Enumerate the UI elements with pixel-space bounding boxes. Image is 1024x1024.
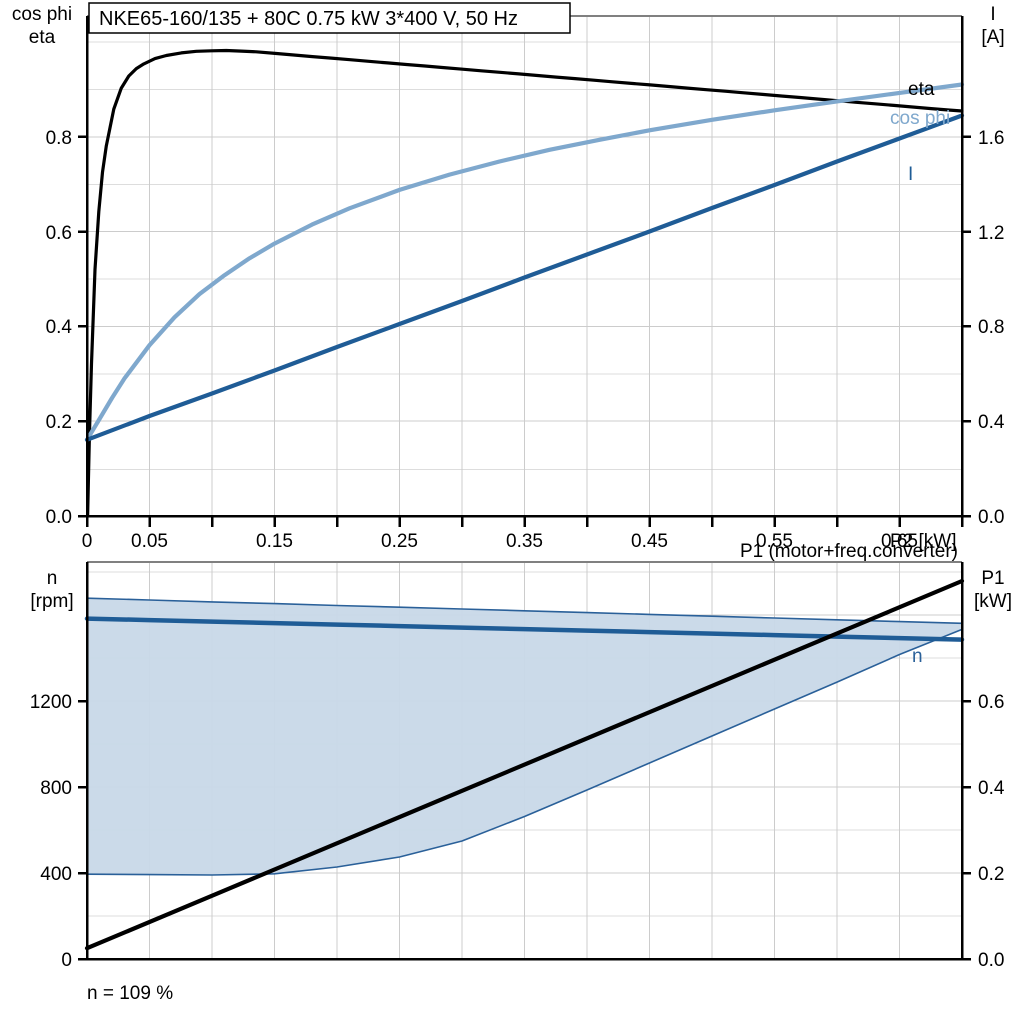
top-right-axis-title-line1: I — [990, 4, 995, 25]
chart-title: NKE65-160/135 + 80C 0.75 kW 3*400 V, 50 … — [99, 8, 518, 30]
bottom-left-axis-title-line2: [rpm] — [30, 591, 73, 612]
bottom-chart-left-ticks — [78, 699, 87, 961]
top-left-tick-1: 0.2 — [46, 412, 72, 433]
top-right-tick-4: 1.6 — [978, 128, 1004, 149]
top-x-axis-title: P2 [kW] — [890, 531, 957, 552]
top-left-tick-4: 0.8 — [46, 128, 72, 149]
top-left-tick-0: 0.0 — [46, 507, 72, 528]
speed-range-band — [87, 598, 962, 875]
top-right-tick-3: 1.2 — [978, 223, 1004, 244]
top-x-tick-3: 0.25 — [381, 531, 418, 552]
top-left-tick-3: 0.6 — [46, 223, 72, 244]
bottom-left-tick-0: 0 — [61, 950, 72, 971]
top-chart-left-ticks — [78, 135, 87, 518]
bottom-left-tick-1: 400 — [40, 864, 72, 885]
curve-cos-phi — [84, 82, 965, 442]
bottom-right-tick-2: 0.4 — [978, 778, 1005, 799]
bottom-right-tick-3: 0.6 — [978, 692, 1004, 713]
bottom-right-tick-0: 0.0 — [978, 950, 1004, 971]
footer-note: n = 109 % — [87, 983, 173, 1004]
top-left-axis-title-line1: cos phi — [12, 4, 72, 25]
top-x-tick-2: 0.15 — [256, 531, 293, 552]
bottom-right-tick-1: 0.2 — [978, 864, 1004, 885]
top-x-tick-6: 0.55 — [756, 531, 793, 552]
top-x-tick-1: 0.05 — [131, 531, 168, 552]
top-right-axis-title-line2: [A] — [981, 27, 1004, 48]
top-right-tick-2: 0.8 — [978, 317, 1004, 338]
curve-label-eta: eta — [908, 79, 935, 100]
curve-label-speed-n: n — [912, 646, 923, 667]
top-chart-right-ticks — [962, 135, 971, 518]
bottom-chart-right-ticks — [962, 699, 971, 961]
top-chart-vertical-gridlines — [149, 16, 900, 516]
speed-band-upper-edge — [86, 597, 963, 625]
curve-p1 — [84, 578, 965, 951]
top-x-tick-5: 0.45 — [631, 531, 668, 552]
curve-label-current: I — [908, 164, 913, 185]
top-right-tick-1: 0.4 — [978, 412, 1005, 433]
bottom-chart-group: n P1 (motor+freq.converter) 0 400 800 12… — [30, 541, 1012, 1004]
top-x-tick-0: 0 — [82, 531, 93, 552]
speed-band-lower-edge — [86, 628, 963, 876]
bottom-chart-top-annotation: P1 (motor+freq.converter) — [740, 541, 958, 562]
top-chart-x-ticks — [85, 516, 964, 527]
bottom-right-axis-title-line2: [kW] — [974, 591, 1012, 612]
top-x-tick-7: 0.65 — [881, 531, 918, 552]
curve-speed-n — [84, 616, 965, 642]
curve-label-cos-phi: cos phi — [890, 108, 950, 129]
curve-eta — [86, 48, 964, 518]
top-left-axis-title-line2: eta — [29, 27, 56, 48]
top-x-tick-4: 0.35 — [506, 531, 543, 552]
bottom-left-tick-3: 1200 — [30, 692, 72, 713]
top-left-tick-2: 0.4 — [46, 317, 73, 338]
bottom-left-axis-title-line1: n — [47, 568, 58, 589]
top-chart-group: eta cos phi I 0.0 0.2 0.4 0.6 0.8 cos ph… — [12, 2, 1005, 552]
curve-current — [84, 113, 965, 442]
top-right-tick-0: 0.0 — [978, 507, 1004, 528]
bottom-right-axis-title-line1: P1 — [981, 568, 1004, 589]
chart-title-box — [88, 2, 571, 34]
bottom-left-tick-2: 800 — [40, 778, 72, 799]
